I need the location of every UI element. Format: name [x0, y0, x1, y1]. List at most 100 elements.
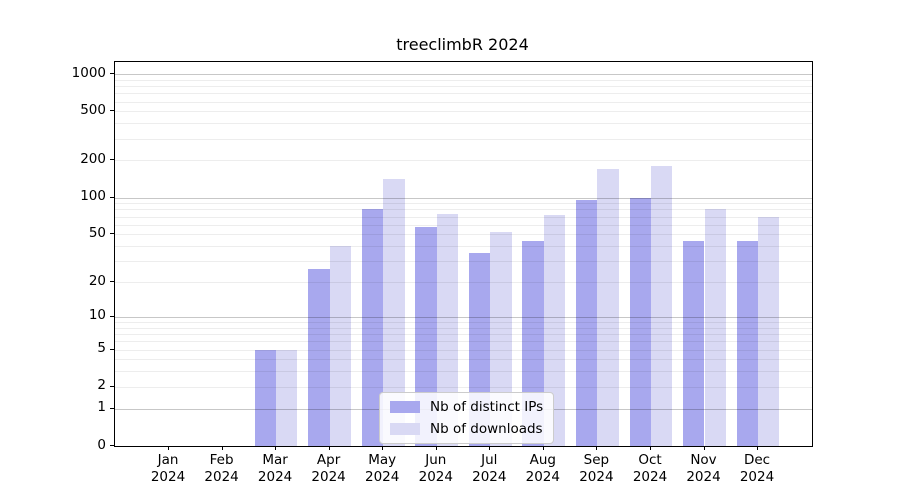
y-tick-label: 5 [97, 340, 106, 356]
gridline-900 [115, 79, 812, 81]
gridline-5 [115, 349, 812, 351]
gridline-400 [115, 123, 812, 125]
bar-downloads-apr [329, 246, 351, 446]
bar-downloads-sep [597, 169, 619, 446]
bar-downloads-nov [704, 208, 726, 446]
y-tick [110, 73, 114, 74]
bar-distinct-ips-sep [576, 200, 598, 446]
plot-area: Nb of distinct IPs Nb of downloads [114, 61, 813, 447]
gridline-4 [115, 359, 812, 361]
y-tick-label: 20 [88, 272, 106, 289]
x-tick [382, 446, 384, 450]
y-tick-label: 100 [80, 188, 106, 204]
gridline-500 [115, 111, 812, 113]
y-tick [110, 159, 114, 161]
gridline-7 [115, 334, 812, 335]
x-tick-label: May 2024 [365, 452, 400, 485]
bar-distinct-ips-nov [683, 241, 705, 446]
gridline-70 [115, 216, 812, 218]
gridline-800 [115, 86, 812, 87]
x-tick-label: Dec 2024 [739, 452, 775, 485]
bar-distinct-ips-dec [736, 241, 758, 446]
legend: Nb of distinct IPs Nb of downloads [379, 392, 555, 444]
x-tick [275, 446, 277, 450]
x-tick [542, 446, 544, 450]
y-tick-label: 50 [88, 224, 106, 241]
x-tick [221, 446, 223, 450]
chart-title: treeclimbR 2024 [396, 35, 529, 54]
y-tick [110, 315, 114, 317]
x-tick [489, 446, 491, 450]
x-tick-label: Jan 2024 [150, 452, 186, 485]
y-tick [110, 385, 114, 387]
x-tick-label: Nov 2024 [686, 452, 721, 485]
bar-distinct-ips-jun [415, 227, 437, 446]
y-tick [110, 281, 114, 283]
gridline-200 [115, 160, 812, 162]
gridline-20 [115, 282, 812, 284]
gridline-30 [115, 261, 812, 263]
gridline-8 [115, 327, 812, 329]
gridline-50 [115, 234, 812, 236]
x-tick [596, 446, 598, 450]
y-tick-label: 10 [88, 307, 106, 324]
y-tick [110, 110, 114, 112]
bar-downloads-jun [436, 214, 459, 446]
legend-item-downloads: Nb of downloads [390, 421, 543, 437]
bar-distinct-ips-oct [629, 197, 651, 446]
bar-downloads-oct [651, 165, 673, 446]
gridline-60 [115, 224, 812, 226]
y-tick [110, 196, 114, 198]
x-tick-label: Mar 2024 [257, 452, 293, 485]
grid-layer [115, 62, 812, 446]
x-tick-label: Oct 2024 [632, 452, 668, 485]
gridline-10 [115, 316, 812, 318]
x-tick [703, 446, 705, 450]
x-tick [757, 446, 758, 450]
bar-downloads-mar [276, 349, 298, 446]
bar-distinct-ips-may [361, 208, 384, 446]
x-tick-label: Aug 2024 [525, 452, 560, 485]
y-tick [110, 233, 114, 235]
y-tick-label: 200 [80, 150, 106, 167]
gridline-6 [115, 341, 812, 343]
y-tick-label: 2 [97, 377, 106, 394]
gridline-600 [115, 101, 812, 103]
legend-label-distinct-ips: Nb of distinct IPs [430, 399, 544, 415]
bar-distinct-ips-mar [254, 349, 277, 446]
gridline-3 [115, 371, 812, 373]
y-tick-label: 1 [97, 399, 106, 416]
bar-downloads-dec [758, 216, 780, 446]
bar-distinct-ips-apr [308, 268, 330, 446]
bar-downloads-may [383, 179, 405, 446]
x-tick-label: Apr 2024 [311, 452, 346, 485]
gridline-100 [115, 197, 812, 199]
x-tick-label: Feb 2024 [204, 452, 239, 485]
gridline-9 [115, 322, 812, 323]
gridline-300 [115, 138, 812, 140]
x-tick [328, 446, 330, 450]
y-tick-label: 0 [97, 436, 106, 453]
gridline-1000 [115, 74, 812, 75]
x-tick-label: Sep 2024 [579, 452, 614, 485]
gridline-40 [115, 246, 812, 247]
y-tick [110, 445, 114, 446]
legend-label-downloads: Nb of downloads [430, 421, 543, 437]
y-tick-label: 1000 [71, 64, 106, 81]
legend-item-distinct-ips: Nb of distinct IPs [390, 399, 543, 415]
legend-swatch-downloads [390, 423, 420, 435]
legend-swatch-distinct-ips [390, 401, 420, 413]
y-tick [110, 348, 114, 350]
gridline-90 [115, 203, 812, 205]
x-tick [435, 446, 437, 450]
gridline-80 [115, 209, 812, 211]
x-tick [168, 446, 169, 450]
y-tick [110, 407, 114, 409]
x-tick [650, 446, 651, 450]
y-tick-label: 500 [80, 101, 106, 118]
x-tick-label: Jul 2024 [472, 452, 507, 485]
gridline-700 [115, 93, 812, 95]
gridline-2 [115, 386, 812, 388]
bar-downloads-aug [543, 215, 566, 446]
x-tick-label: Jun 2024 [418, 452, 453, 485]
